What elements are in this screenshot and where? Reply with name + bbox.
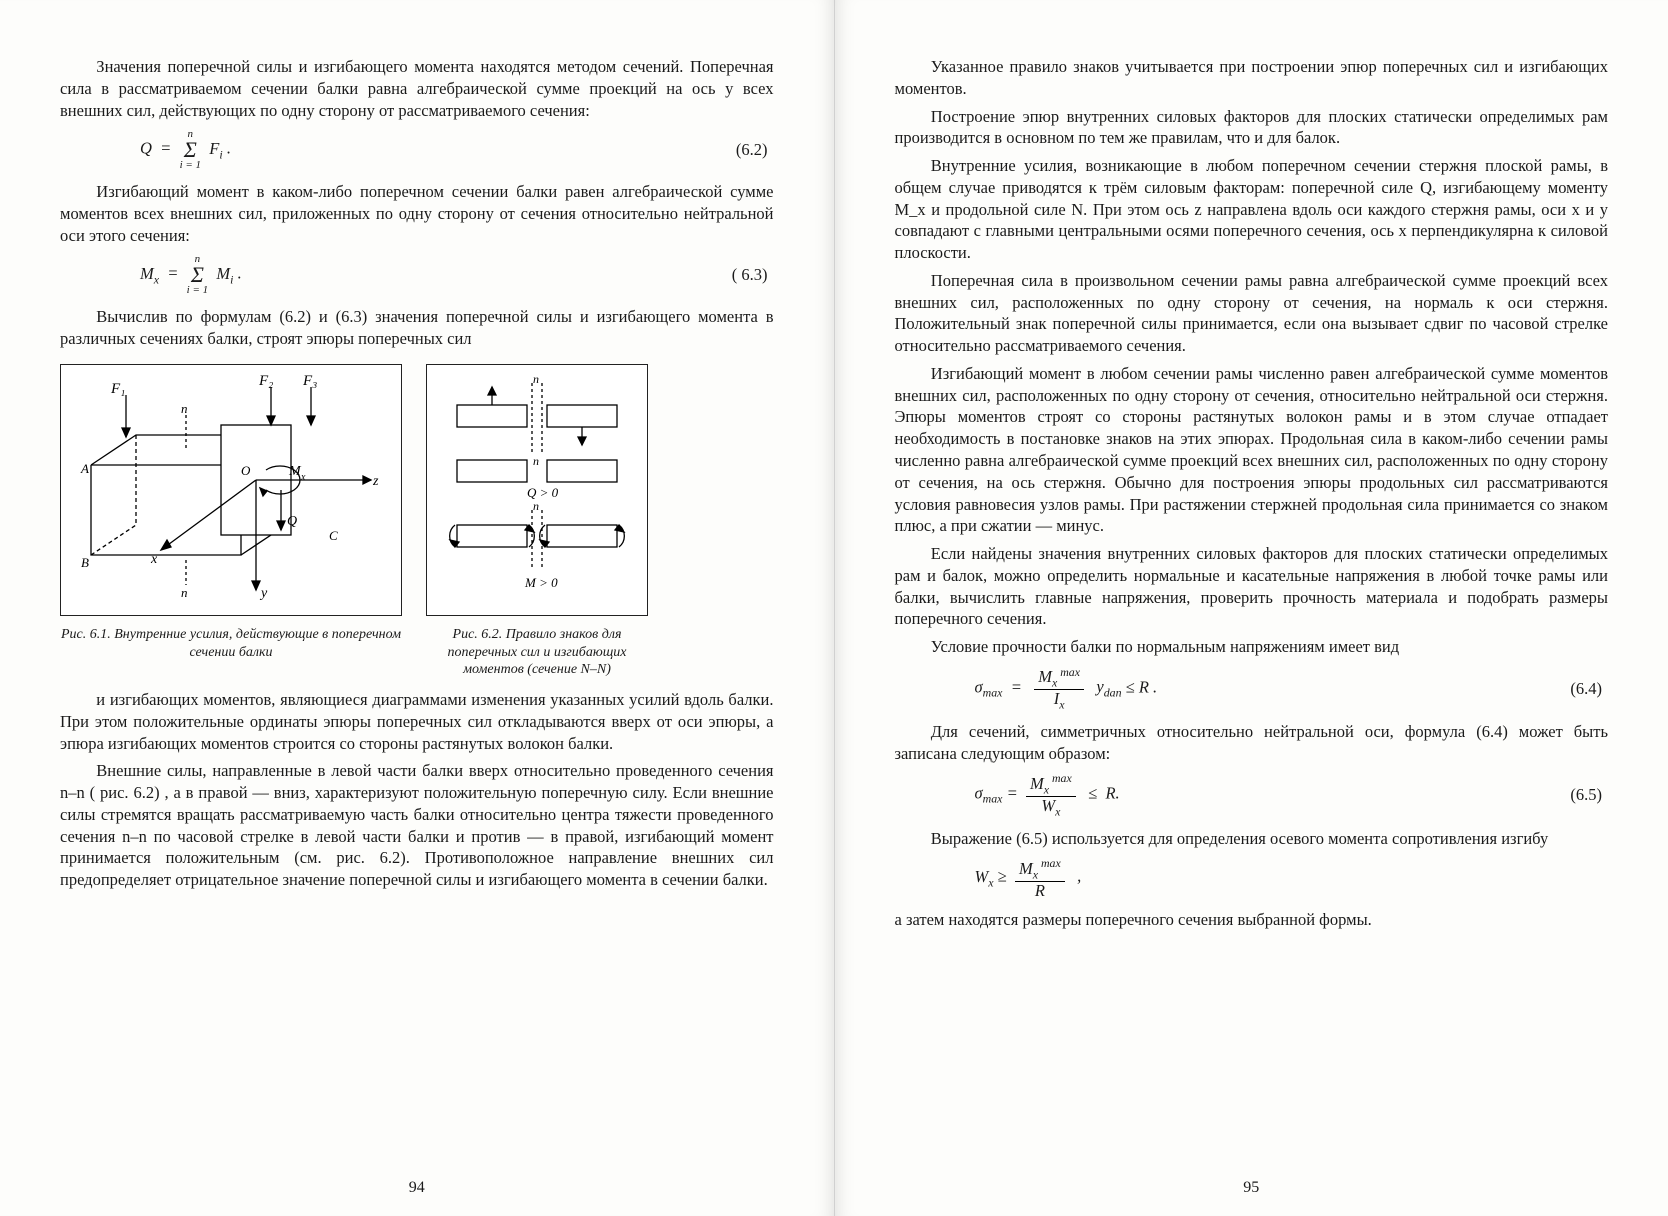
equation-6-3: Mx = n Σ i = 1 Mi . ( 6.3): [60, 254, 774, 296]
equation-Wx: Wx ≥ Mx max R ,: [895, 857, 1609, 899]
fig-6-2-svg: n Q > 0 n M > 0 n: [437, 375, 637, 600]
svg-text:x: x: [150, 552, 158, 567]
p-95-7: Условие прочности балки по нормальным на…: [895, 636, 1609, 658]
p-95-5: Изгибающий момент в любом сечении рамы ч…: [895, 363, 1609, 537]
p-94-1: Значения поперечной силы и изгибающего м…: [60, 56, 774, 121]
p-95-2: Построение эпюр внутренних силовых факто…: [895, 106, 1609, 150]
p-95-6: Если найдены значения внутренних силовых…: [895, 543, 1609, 630]
svg-text:Q: Q: [287, 514, 297, 529]
eq62-lhs: Q: [140, 139, 152, 158]
svg-text:Q > 0: Q > 0: [527, 485, 559, 500]
svg-text:n: n: [533, 499, 539, 513]
svg-text:M: M: [288, 464, 302, 479]
figure-6-2: n Q > 0 n M > 0 n Рис. 6.2. Правило знак…: [426, 364, 648, 679]
figure-row: F₁ F₂ F₃ Mx Q z x y O n n A B C: [60, 364, 774, 679]
p-94-3: Вычислив по формулам (6.2) и (6.3) значе…: [60, 306, 774, 350]
p-95-10: а затем находятся размеры поперечного се…: [895, 909, 1609, 931]
page-number-95: 95: [1221, 1177, 1281, 1198]
eq63-num: ( 6.3): [704, 264, 774, 286]
svg-text:y: y: [259, 586, 268, 600]
p-95-1: Указанное правило знаков учитывается при…: [895, 56, 1609, 100]
svg-text:C: C: [329, 528, 338, 543]
svg-text:F₃: F₃: [302, 375, 317, 389]
p-95-9: Выражение (6.5) используется для определ…: [895, 828, 1609, 850]
figure-6-1: F₁ F₂ F₃ Mx Q z x y O n n A B C: [60, 364, 402, 679]
svg-text:n: n: [533, 454, 539, 468]
fig-6-1-caption: Рис. 6.1. Внутренние усилия, действующие…: [60, 626, 402, 661]
eq65-num: (6.5): [1538, 784, 1608, 806]
page-number-94: 94: [387, 1177, 447, 1198]
p-95-3: Внутренние усилия, возникающие в любом п…: [895, 155, 1609, 264]
svg-text:A: A: [80, 461, 89, 476]
svg-text:n: n: [533, 375, 539, 386]
eq62-num: (6.2): [704, 139, 774, 161]
page-94: Значения поперечной силы и изгибающего м…: [0, 0, 835, 1216]
p-95-8: Для сечений, симметричных относительно н…: [895, 721, 1609, 765]
svg-text:F₂: F₂: [258, 375, 273, 389]
fig-6-1-svg: F₁ F₂ F₃ Mx Q z x y O n n A B C: [71, 375, 391, 600]
book-spread: Значения поперечной силы и изгибающего м…: [0, 0, 1668, 1216]
svg-text:O: O: [241, 463, 251, 478]
svg-text:x: x: [300, 472, 306, 483]
svg-text:n: n: [181, 401, 188, 416]
page-95: Указанное правило знаков учитывается при…: [835, 0, 1668, 1216]
eq62-sum-bot: i = 1: [180, 160, 201, 171]
svg-text:z: z: [372, 474, 379, 489]
p-94-4: и изгибающих моментов, являющиеся диагра…: [60, 689, 774, 754]
svg-text:n: n: [181, 585, 188, 600]
p-94-2: Изгибающий момент в каком-либо поперечно…: [60, 181, 774, 246]
eq63-sum-bot: i = 1: [187, 285, 208, 296]
svg-text:B: B: [81, 555, 89, 570]
svg-text:M > 0: M > 0: [524, 575, 558, 590]
p-95-4: Поперечная сила в произвольном сечении р…: [895, 270, 1609, 357]
equation-6-5: σmax = Mx max Wx ≤ R. (6.5): [895, 772, 1609, 817]
fig-6-2-caption: Рис. 6.2. Правило знаков для поперечных …: [426, 626, 648, 679]
svg-text:F₁: F₁: [110, 381, 125, 397]
p-94-5: Внешние силы, направленные в левой части…: [60, 760, 774, 891]
equation-6-4: σmax = Mx max Ix ydan ≤ R . (6.4): [895, 666, 1609, 711]
eq64-num: (6.4): [1538, 678, 1608, 700]
equation-6-2: Q = n Σ i = 1 Fi . (6.2): [60, 129, 774, 171]
